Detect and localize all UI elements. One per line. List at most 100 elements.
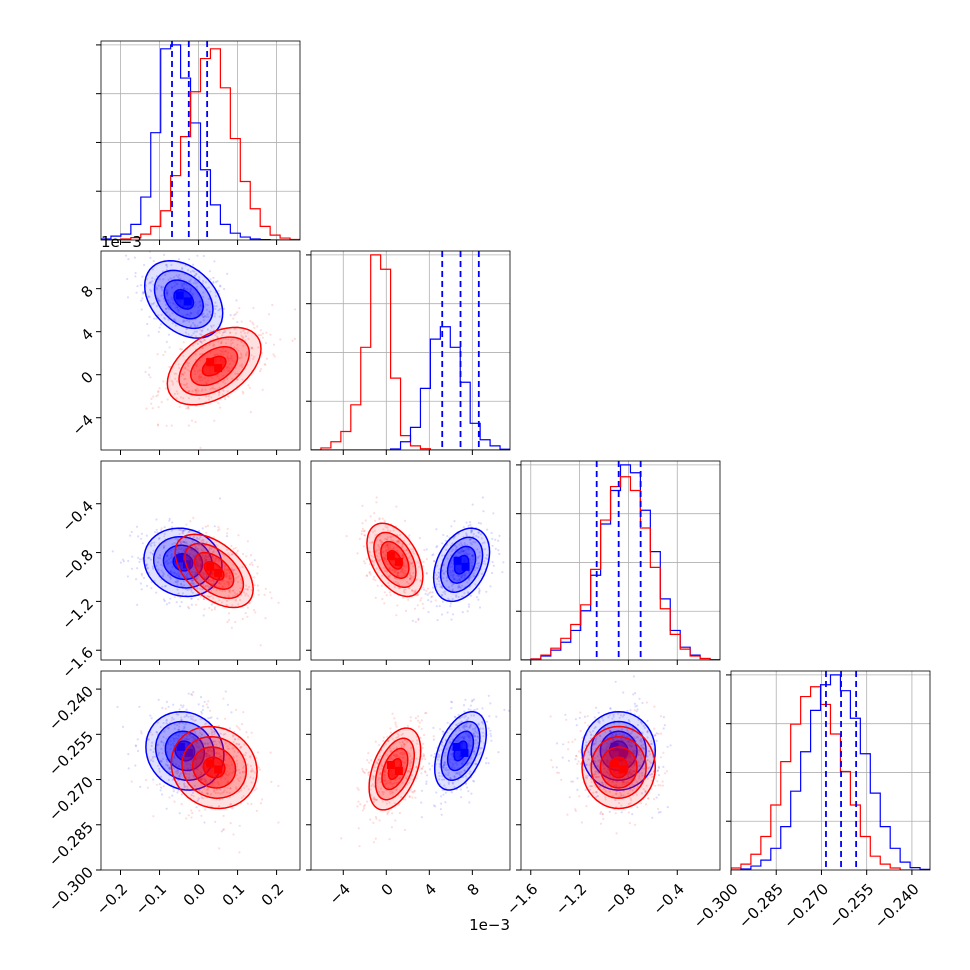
scatter-point [232,547,235,550]
scatter-point [389,792,392,795]
scatter-point [160,313,163,316]
scatter-point [465,719,468,722]
scatter-point [195,564,198,567]
scatter-point [259,370,262,373]
scatter-point [169,561,172,564]
scatter-point [384,779,387,782]
scatter-point [251,768,254,771]
scatter-point [445,548,448,552]
scatter-point [469,757,472,760]
scatter-point [161,289,164,292]
scatter-point [385,538,389,541]
scatter-point [585,763,588,766]
scatter-point [369,573,372,576]
scatter-point [233,591,236,595]
contour-blue [453,554,470,575]
scatter-point [445,579,448,582]
scatter-point [191,293,194,296]
scatter-point [460,550,463,553]
scatter-point [608,743,611,746]
scatter-point [478,590,481,593]
scatter-point [361,809,364,812]
scatter-point [205,703,208,706]
scatter-point [419,579,422,583]
scatter-point [657,766,661,770]
scatter-point [389,781,392,784]
scatter-point [208,310,211,313]
scatter-point [157,537,161,540]
scatter-point [449,554,453,557]
contour-blue [446,730,475,772]
scatter-point [218,497,222,500]
scatter-point [157,391,160,394]
scatter-point [590,785,593,788]
scatter-point [230,763,234,766]
scatter-point [456,772,459,775]
scatter-point [159,760,162,763]
contour-red [170,725,258,810]
scatter-point [195,773,198,776]
scatter-point [596,764,599,767]
scatter-point [177,258,181,261]
scatter-point [179,542,182,545]
scatter-point [452,758,455,761]
scatter-point [92,257,94,259]
scatter-point [386,811,389,814]
scatter-point [463,544,467,547]
scatter-point [381,597,384,601]
scatter-point [471,503,474,506]
scatter-point [146,786,149,789]
scatter-point [180,372,183,376]
scatter-point [227,366,230,369]
scatter-point [591,730,595,733]
scatter-point [391,712,394,715]
scatter-point [594,740,598,743]
scatter-point [383,769,386,772]
scatter-point [183,726,186,729]
scatter-point [166,760,169,763]
scatter-point [392,754,395,757]
scatter-point [394,580,397,584]
scatter-point [190,590,193,593]
scatter-point [228,571,231,575]
scatter-point [385,594,388,597]
scatter-point [374,815,377,819]
scatter-point [183,549,186,552]
scatter-point [196,560,199,563]
scatter-point [245,352,248,355]
scatter-point [148,295,151,298]
scatter-point [608,779,612,782]
scatter-point [199,754,202,757]
scatter-point [119,561,122,564]
density-peak-red [206,562,215,571]
scatter-point [155,286,158,289]
scatter-point [228,757,231,760]
scatter-point [475,746,478,749]
scatter-point [223,582,226,585]
scatter-point [466,547,469,550]
scatter-point [451,597,454,601]
scatter-point [587,795,590,798]
scatter-point [185,542,188,545]
scatter-point [188,320,191,323]
scatter-point [236,311,239,314]
scatter-point [436,545,439,548]
scatter-point [593,727,596,730]
scatter-point [633,702,637,706]
scatter-point [422,560,425,564]
scatter-point [194,389,197,392]
panel-background [311,251,510,450]
scatter-point [651,773,654,776]
scatter-point [177,729,180,732]
scatter-point [256,325,259,328]
scatter-point [463,552,466,556]
scatter-point [398,741,401,744]
scatter-point [207,286,210,289]
panel-background [101,671,300,870]
scatter-point [374,579,377,582]
scatter-point [200,379,203,382]
scatter-point [183,715,186,718]
scatter-point [390,548,393,551]
scatter-point [394,723,397,726]
scatter-point [168,346,171,349]
